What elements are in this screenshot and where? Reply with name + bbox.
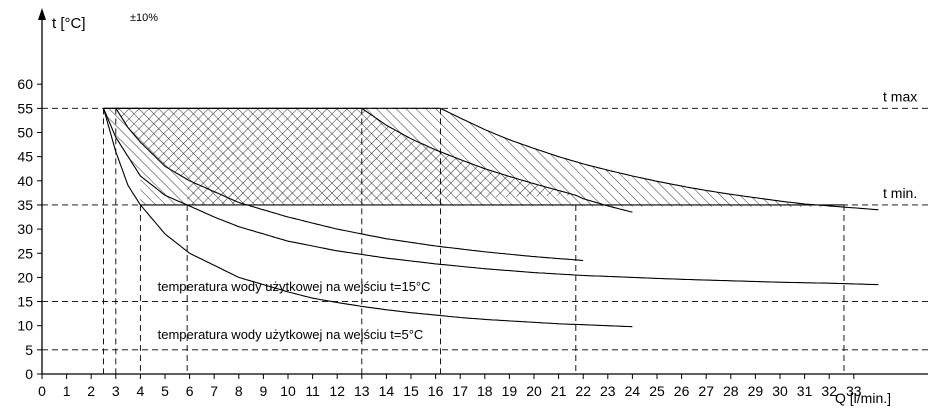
x-tick-label: 33 (846, 383, 862, 399)
x-tick-label: 18 (477, 383, 493, 399)
x-tick-label: 10 (280, 383, 296, 399)
y-tick-label: 35 (17, 197, 33, 213)
x-tick-label: 8 (235, 383, 243, 399)
series-line-3 (115, 108, 584, 262)
x-tick-label: 6 (186, 383, 194, 399)
x-tick-label: 15 (403, 383, 419, 399)
x-tick-label: 12 (329, 383, 345, 399)
reference-line-label: t max (883, 88, 917, 104)
annotation: temperatura wody użytkowej na wejściu t=… (158, 327, 424, 342)
x-tick-label: 24 (625, 383, 641, 399)
y-tick-label: 10 (17, 318, 33, 334)
x-tick-label: 28 (723, 383, 739, 399)
series-line-5 (440, 107, 879, 211)
series-curves (102, 107, 879, 328)
x-tick-label: 16 (428, 383, 444, 399)
x-tick-label: 1 (63, 383, 71, 399)
x-tick-label: 31 (797, 383, 813, 399)
x-tick-label: 23 (600, 383, 616, 399)
x-tick-label: 5 (161, 383, 169, 399)
y-tick-label: 15 (17, 294, 33, 310)
x-tick-label: 27 (698, 383, 714, 399)
y-tick-labels: 0 5 10 15 20 25 30 35 40 45 50 55 60 (17, 76, 33, 382)
x-tick-label: 32 (821, 383, 837, 399)
x-tick-label: 0 (38, 383, 46, 399)
axes (37, 8, 928, 379)
x-axis-label: Q [l/min.] (835, 390, 891, 406)
y-tick-label: 0 (25, 366, 33, 382)
y-tick-label: 60 (17, 76, 33, 92)
x-tick-label: 26 (674, 383, 690, 399)
x-tick-label: 21 (551, 383, 567, 399)
x-tick-label: 9 (260, 383, 268, 399)
y-tick-label: 50 (17, 125, 33, 141)
x-tick-label: 14 (379, 383, 395, 399)
y-tick-label: 5 (25, 342, 33, 358)
x-tick-label: 13 (354, 383, 370, 399)
x-tick-label: 11 (305, 383, 320, 399)
x-tick-label: 17 (452, 383, 468, 399)
x-tick-label: 30 (772, 383, 788, 399)
y-tick-label: 30 (17, 221, 33, 237)
vertical-guides (103, 108, 845, 374)
x-tick-label: 29 (748, 383, 764, 399)
x-tick-label: 19 (502, 383, 518, 399)
x-tick-label: 4 (137, 383, 145, 399)
reference-line-labels: t max t min. (883, 88, 917, 201)
y-tick-label: 20 (17, 269, 33, 285)
y-tick-label: 55 (17, 100, 33, 116)
y-tick-label: 25 (17, 245, 33, 261)
x-tick-label: 2 (87, 383, 95, 399)
series-line-4 (103, 107, 633, 213)
y-axis-tolerance: ±10% (130, 12, 158, 24)
hatch-region-crossed (115, 108, 576, 205)
reference-line-label: t min. (883, 185, 917, 201)
annotations: temperatura wody użytkowej na wejściu t=… (158, 279, 431, 342)
y-tick-label: 45 (17, 149, 33, 165)
y-axis-arrow (38, 8, 46, 20)
series-line-2 (102, 108, 879, 286)
annotation: temperatura wody użytkowej na wejściu t=… (158, 279, 431, 294)
x-tick-labels: 0 1 2 3 4 5 6 7 8 9 10 11 12 13 14 15 16 17 18 19 20 21 22 23 24… (38, 383, 862, 399)
x-tick-label: 22 (575, 383, 591, 399)
hatched-regions (103, 108, 844, 208)
x-tick-label: 25 (649, 383, 665, 399)
x-tick-label: 20 (526, 383, 542, 399)
y-axis-label: t [°C] (52, 15, 86, 32)
x-tick-label: 3 (112, 383, 120, 399)
y-tick-label: 40 (17, 173, 33, 189)
x-tick-label: 7 (210, 383, 218, 399)
series-line-1 (102, 108, 633, 328)
